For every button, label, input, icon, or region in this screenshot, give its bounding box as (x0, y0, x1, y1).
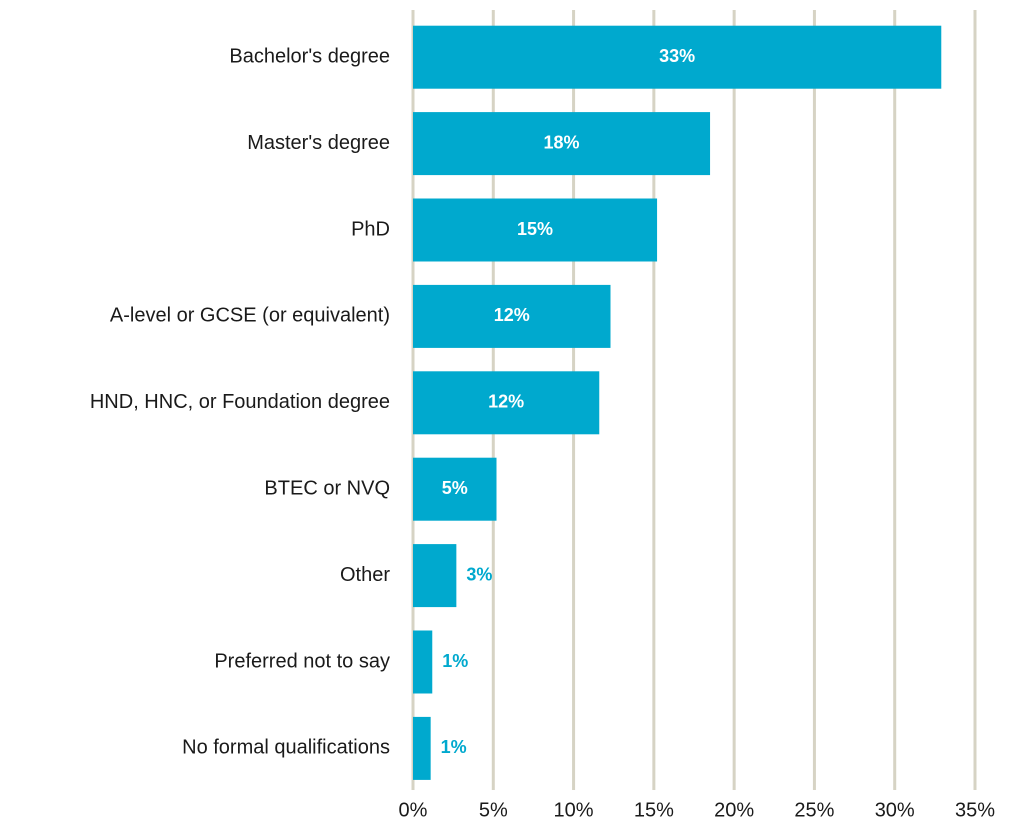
x-tick-label: 35% (955, 799, 995, 821)
value-label: 33% (659, 46, 695, 66)
x-tick-label: 5% (479, 799, 508, 821)
value-label: 3% (466, 564, 492, 584)
value-label: 15% (517, 219, 553, 239)
category-label: BTEC or NVQ (264, 477, 390, 499)
x-tick-label: 0% (399, 799, 428, 821)
value-label: 1% (442, 651, 468, 671)
value-label: 12% (494, 305, 530, 325)
bar (413, 371, 600, 435)
bar (413, 630, 433, 694)
value-label: 18% (544, 132, 580, 152)
bar (413, 544, 457, 608)
bar (413, 457, 497, 521)
x-tick-label: 20% (714, 799, 754, 821)
bar (413, 716, 431, 780)
category-label: Bachelor's degree (229, 45, 390, 67)
value-label: 5% (442, 478, 468, 498)
value-label: 1% (441, 737, 467, 757)
category-label: No formal qualifications (182, 737, 390, 759)
category-label: PhD (351, 218, 390, 240)
x-tick-label: 15% (634, 799, 674, 821)
category-label: Other (340, 564, 390, 586)
x-tick-label: 25% (794, 799, 834, 821)
category-label: Preferred not to say (214, 650, 390, 672)
category-label: Master's degree (247, 132, 390, 154)
x-tick-label: 10% (554, 799, 594, 821)
value-label: 12% (488, 392, 524, 412)
bar (413, 112, 711, 176)
bar (413, 284, 611, 348)
x-tick-label: 30% (875, 799, 915, 821)
bar (413, 198, 658, 262)
category-label: A-level or GCSE (or equivalent) (110, 305, 390, 327)
bar (413, 25, 942, 89)
category-label: HND, HNC, or Foundation degree (90, 391, 390, 413)
